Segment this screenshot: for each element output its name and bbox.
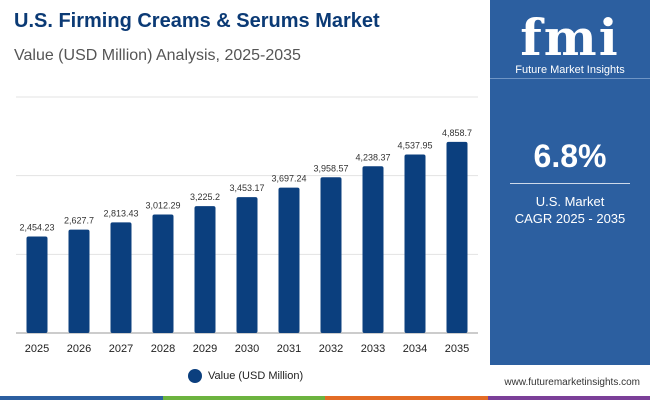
bar bbox=[278, 187, 300, 333]
cagr-panel: fmi Future Market Insights 6.8% U.S. Mar… bbox=[490, 0, 650, 365]
bar bbox=[404, 154, 426, 333]
cagr-label-period: CAGR 2025 - 2035 bbox=[514, 211, 626, 226]
fmi-logo: fmi bbox=[520, 8, 620, 67]
x-tick-label: 2033 bbox=[361, 343, 385, 355]
bar bbox=[26, 236, 48, 333]
bar bbox=[446, 141, 468, 333]
x-tick-label: 2027 bbox=[109, 343, 133, 355]
bar bbox=[152, 214, 174, 333]
x-tick-label: 2035 bbox=[445, 343, 469, 355]
bar-chart: 2,454.23 2025 2,627.7 2026 2,813.43 2027 3,012… bbox=[16, 96, 478, 355]
color-strip bbox=[0, 396, 650, 400]
bar bbox=[236, 197, 258, 333]
bar bbox=[194, 206, 216, 333]
x-tick-label: 2032 bbox=[319, 343, 343, 355]
data-label: 3,453.17 bbox=[229, 183, 264, 193]
data-label: 4,238.37 bbox=[355, 152, 390, 162]
x-tick-label: 2026 bbox=[67, 343, 91, 355]
bar bbox=[68, 229, 90, 333]
data-label: 2,627.7 bbox=[64, 216, 94, 226]
bar bbox=[320, 177, 342, 333]
cagr-value: 6.8% bbox=[533, 138, 607, 174]
data-label: 3,697.24 bbox=[271, 174, 306, 184]
cagr-label-market: U.S. Market bbox=[535, 194, 605, 209]
legend-swatch bbox=[188, 369, 202, 383]
logo-text: Future Market Insights bbox=[515, 64, 625, 76]
x-tick-label: 2025 bbox=[25, 343, 49, 355]
data-label: 4,537.95 bbox=[397, 141, 432, 151]
data-label: 3,958.57 bbox=[313, 163, 348, 173]
x-tick-label: 2031 bbox=[277, 343, 301, 355]
bar bbox=[362, 166, 384, 333]
page-subtitle: Value (USD Million) Analysis, 2025-2035 bbox=[14, 47, 301, 64]
legend: Value (USD Million) bbox=[188, 369, 303, 383]
x-tick-label: 2029 bbox=[193, 343, 217, 355]
legend-label: Value (USD Million) bbox=[208, 370, 304, 382]
data-label: 3,225.2 bbox=[190, 192, 220, 202]
data-label: 3,012.29 bbox=[145, 201, 180, 211]
data-label: 2,813.43 bbox=[103, 208, 138, 218]
data-label: 2,454.23 bbox=[19, 222, 54, 232]
x-tick-label: 2028 bbox=[151, 343, 175, 355]
divider bbox=[490, 78, 650, 79]
x-tick-label: 2030 bbox=[235, 343, 259, 355]
x-tick-label: 2034 bbox=[403, 343, 427, 355]
website-url: www.futuremarketinsights.com bbox=[504, 377, 640, 388]
bar bbox=[110, 222, 132, 333]
page-title: U.S. Firming Creams & Serums Market bbox=[14, 10, 380, 32]
data-label: 4,858.7 bbox=[442, 128, 472, 138]
cagr-divider bbox=[510, 183, 630, 184]
